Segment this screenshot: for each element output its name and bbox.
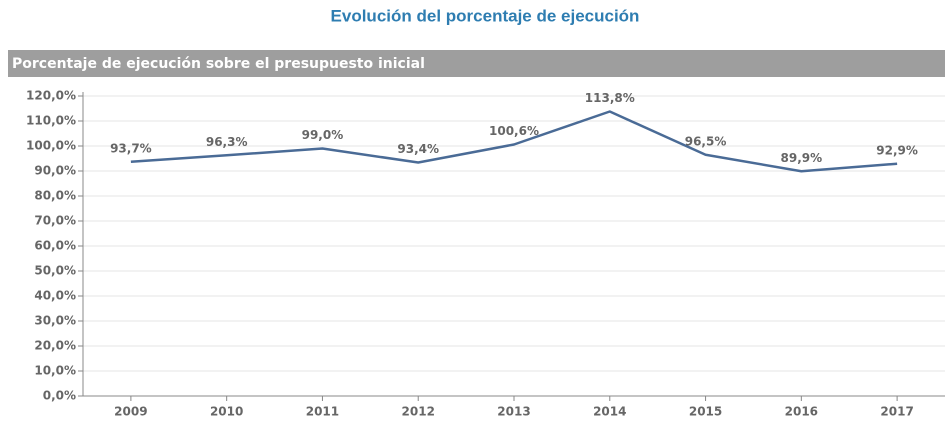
data-label: 100,6% [489, 124, 539, 138]
subtitle-bar [8, 50, 945, 77]
data-label: 113,8% [585, 91, 635, 105]
chart-subtitle: Porcentaje de ejecución sobre el presupu… [12, 56, 425, 72]
y-tick-label: 20,0% [34, 339, 76, 353]
data-label: 99,0% [302, 128, 344, 142]
x-tick-label: 2011 [306, 405, 339, 419]
chart-title: Evolución del porcentaje de ejecución [331, 6, 640, 25]
y-tick-label: 40,0% [34, 289, 76, 303]
x-tick-label: 2012 [402, 405, 435, 419]
data-line [130, 110, 898, 173]
y-tick-label: 30,0% [34, 314, 76, 328]
y-tick-label: 60,0% [34, 239, 76, 253]
x-tick-label: 2009 [114, 405, 147, 419]
y-tick-label: 0,0% [43, 389, 76, 403]
y-tick-label: 70,0% [34, 214, 76, 228]
x-tick-label: 2016 [785, 405, 818, 419]
x-tick-label: 2010 [210, 405, 243, 419]
y-tick-label: 100,0% [26, 139, 76, 153]
y-tick-label: 120,0% [26, 89, 76, 103]
y-tick-label: 10,0% [34, 364, 76, 378]
data-label: 93,7% [110, 141, 152, 155]
x-tick-label: 2017 [880, 405, 913, 419]
y-tick-label: 80,0% [34, 189, 76, 203]
data-label: 96,5% [685, 134, 727, 148]
data-label: 92,9% [876, 143, 918, 157]
data-label: 89,9% [781, 151, 823, 165]
y-tick-label: 110,0% [26, 114, 76, 128]
y-tick-label: 50,0% [34, 264, 76, 278]
data-label: 93,4% [397, 142, 439, 156]
data-label: 96,3% [206, 135, 248, 149]
x-tick-label: 2013 [497, 405, 530, 419]
x-tick-label: 2014 [593, 405, 626, 419]
y-tick-label: 90,0% [34, 164, 76, 178]
x-tick-label: 2015 [689, 405, 722, 419]
